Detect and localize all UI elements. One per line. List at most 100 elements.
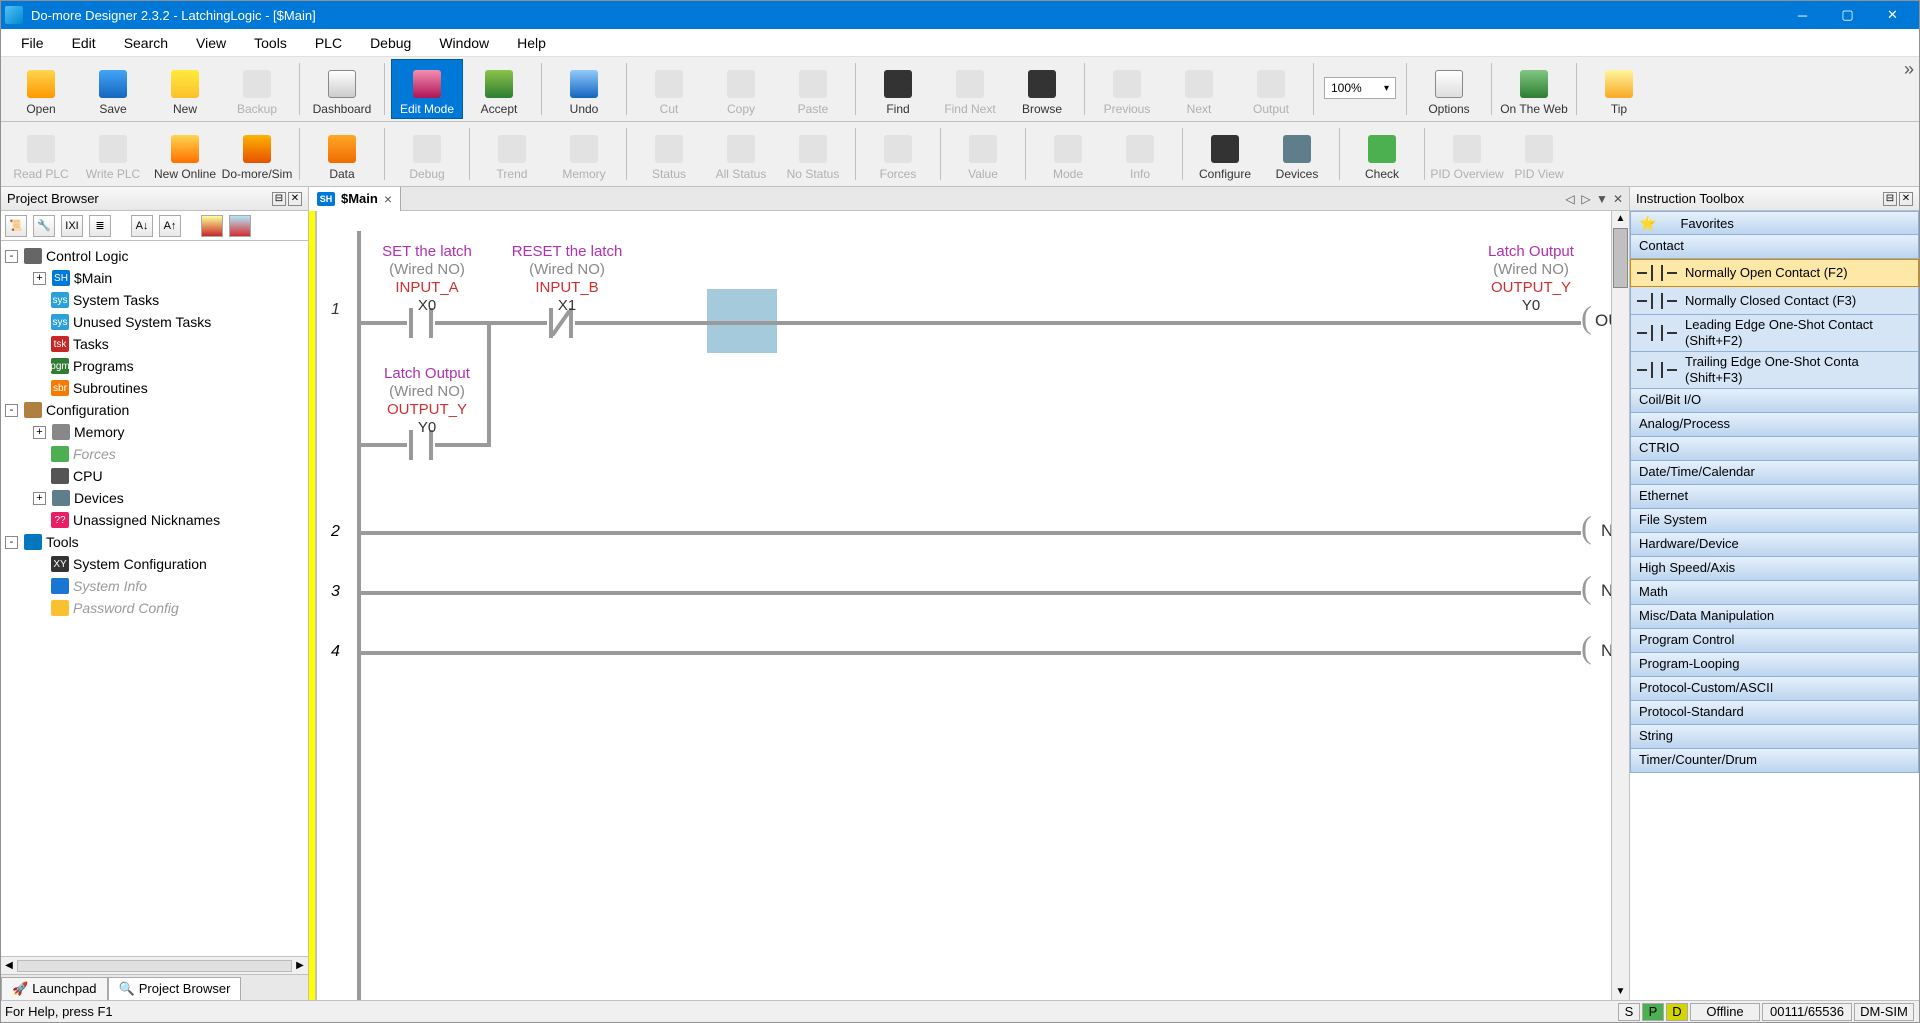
doc-next-icon[interactable]: ▷: [1579, 192, 1593, 206]
tb-find[interactable]: Find: [862, 59, 934, 119]
instr-normally-open-contact-f2-[interactable]: Normally Open Contact (F2): [1630, 259, 1919, 287]
toolbox-cat-protocol-custom-ascii[interactable]: Protocol-Custom/ASCII: [1630, 677, 1919, 701]
menu-edit[interactable]: Edit: [58, 29, 110, 57]
doc-close-icon[interactable]: ✕: [1611, 192, 1625, 206]
toolbox-cat-contact[interactable]: Contact: [1630, 235, 1919, 259]
toolbox-cat-timer-counter-drum[interactable]: Timer/Counter/Drum: [1630, 749, 1919, 773]
toolbox-cat-program-control[interactable]: Program Control: [1630, 629, 1919, 653]
tb-devices[interactable]: Devices: [1261, 124, 1333, 184]
toolbox-close-icon[interactable]: ✕: [1899, 192, 1913, 206]
contact-x0[interactable]: [401, 321, 441, 325]
close-button[interactable]: ✕: [1870, 1, 1915, 29]
toolbox-pin-icon[interactable]: ⊟: [1883, 192, 1897, 206]
contact-x1[interactable]: [541, 321, 581, 325]
tree-password-config[interactable]: Password Config: [1, 597, 308, 619]
toolbox-cat-coil-bit-i-o[interactable]: Coil/Bit I/O: [1630, 389, 1919, 413]
tb-check[interactable]: Check: [1346, 124, 1418, 184]
ladder-editor[interactable]: 1 SET the latch (Wired NO) INPUT_A: [309, 211, 1629, 1000]
toolbar-overflow-icon[interactable]: »: [1901, 59, 1917, 80]
ladder-content[interactable]: 1 SET the latch (Wired NO) INPUT_A: [327, 211, 1611, 1000]
menu-help[interactable]: Help: [503, 29, 560, 57]
minimize-button[interactable]: ─: [1780, 1, 1825, 29]
tb-tip[interactable]: Tip: [1583, 59, 1655, 119]
tree-subroutines[interactable]: sbrSubroutines: [1, 377, 308, 399]
maximize-button[interactable]: ▢: [1825, 1, 1870, 29]
tb-accept[interactable]: Accept: [463, 59, 535, 119]
tb-options[interactable]: Options: [1413, 59, 1485, 119]
bt-5[interactable]: [201, 215, 223, 237]
tb-undo[interactable]: Undo: [548, 59, 620, 119]
menu-tools[interactable]: Tools: [240, 29, 301, 57]
tab-launchpad[interactable]: 🚀Launchpad: [1, 977, 108, 1000]
bt-4[interactable]: ≣: [89, 215, 111, 237]
toolbox-cat-hardware-device[interactable]: Hardware/Device: [1630, 533, 1919, 557]
toolbox-cat-string[interactable]: String: [1630, 725, 1919, 749]
tree-programs[interactable]: pgmPrograms: [1, 355, 308, 377]
bt-3[interactable]: IXI: [61, 215, 83, 237]
menu-window[interactable]: Window: [425, 29, 503, 57]
doc-prev-icon[interactable]: ◁: [1563, 192, 1577, 206]
tb-new[interactable]: New: [149, 59, 221, 119]
instr-leading-edge-one-shot-contact-[interactable]: Leading Edge One-Shot Contact (Shift+F2): [1630, 315, 1919, 352]
tb-on-the-web[interactable]: On The Web: [1498, 59, 1570, 119]
panel-close-icon[interactable]: ✕: [288, 192, 302, 206]
tree-forces[interactable]: Forces: [1, 443, 308, 465]
tb-do-more-sim[interactable]: Do-more/Sim: [221, 124, 293, 184]
toolbox-cat-misc-data-manipulation[interactable]: Misc/Data Manipulation: [1630, 605, 1919, 629]
menu-file[interactable]: File: [7, 29, 58, 57]
toolbox-cat-ctrio[interactable]: CTRIO: [1630, 437, 1919, 461]
tb-dashboard[interactable]: Dashboard: [306, 59, 378, 119]
toolbox-cat-math[interactable]: Math: [1630, 581, 1919, 605]
tree-devices[interactable]: +Devices: [1, 487, 308, 509]
doc-dropdown-icon[interactable]: ▼: [1595, 192, 1609, 206]
toolbox-cat-program-looping[interactable]: Program-Looping: [1630, 653, 1919, 677]
bt-1[interactable]: 📜: [5, 215, 27, 237]
tree-cpu[interactable]: CPU: [1, 465, 308, 487]
tree-unassigned-nicknames[interactable]: ??Unassigned Nicknames: [1, 509, 308, 531]
tree-control-logic-sorted-by-type-n[interactable]: -Control Logic: [1, 245, 308, 267]
toolbox-cat-high-speed-axis[interactable]: High Speed/Axis: [1630, 557, 1919, 581]
toolbox-cat-protocol-standard[interactable]: Protocol-Standard: [1630, 701, 1919, 725]
status-p[interactable]: P: [1642, 1003, 1664, 1021]
tb-new-online[interactable]: New Online: [149, 124, 221, 184]
pin-icon[interactable]: ⊟: [272, 192, 286, 206]
instr-normally-closed-contact-f3-[interactable]: Normally Closed Contact (F3): [1630, 287, 1919, 315]
tb-open[interactable]: Open: [5, 59, 77, 119]
bt-6[interactable]: [229, 215, 251, 237]
tree-system-tasks[interactable]: sysSystem Tasks: [1, 289, 308, 311]
toolbox-cat-ethernet[interactable]: Ethernet: [1630, 485, 1919, 509]
tab-project-browser[interactable]: 🔍Project Browser: [108, 977, 242, 1000]
tb-browse[interactable]: Browse: [1006, 59, 1078, 119]
tree-system-info[interactable]: System Info: [1, 575, 308, 597]
menu-search[interactable]: Search: [110, 29, 182, 57]
tree--main[interactable]: +SH$Main: [1, 267, 308, 289]
tree-system-configuration[interactable]: XYSystem Configuration: [1, 553, 308, 575]
toolbox-cat-file-system[interactable]: File System: [1630, 509, 1919, 533]
tb-configure[interactable]: Configure: [1189, 124, 1261, 184]
status-d[interactable]: D: [1666, 1003, 1688, 1021]
toolbox-cat-date-time-calendar[interactable]: Date/Time/Calendar: [1630, 461, 1919, 485]
bt-2[interactable]: 🔧: [33, 215, 55, 237]
doc-tab-close-icon[interactable]: ×: [384, 191, 392, 207]
tb-edit-mode[interactable]: Edit Mode: [391, 59, 463, 119]
toolbox-list[interactable]: ⭐FavoritesContactNormally Open Contact (…: [1630, 211, 1919, 1000]
bt-sort-asc[interactable]: A↓: [131, 215, 153, 237]
menu-debug[interactable]: Debug: [356, 29, 425, 57]
menu-plc[interactable]: PLC: [301, 29, 356, 57]
project-tree[interactable]: -Control Logic +SH$MainsysSystem Taskssy…: [1, 241, 308, 956]
toolbox-favorites[interactable]: ⭐Favorites: [1630, 211, 1919, 235]
menu-view[interactable]: View: [182, 29, 240, 57]
contact-y0-branch[interactable]: [401, 443, 441, 447]
zoom-select[interactable]: 100%▾: [1324, 77, 1396, 99]
tb-save[interactable]: Save: [77, 59, 149, 119]
toolbox-cat-analog-process[interactable]: Analog/Process: [1630, 413, 1919, 437]
tree-hscroll[interactable]: ◀▶: [1, 956, 308, 974]
ladder-vscroll[interactable]: ▲▼: [1611, 211, 1629, 1000]
bt-sort-desc[interactable]: A↑: [159, 215, 181, 237]
tree-memory-sorted-by-function-[interactable]: +Memory: [1, 421, 308, 443]
tree-configuration[interactable]: -Configuration: [1, 399, 308, 421]
doc-tab-main[interactable]: SH $Main ×: [309, 187, 401, 211]
status-s[interactable]: S: [1618, 1003, 1640, 1021]
tree-tools[interactable]: -Tools: [1, 531, 308, 553]
tree-unused-system-tasks[interactable]: sysUnused System Tasks: [1, 311, 308, 333]
